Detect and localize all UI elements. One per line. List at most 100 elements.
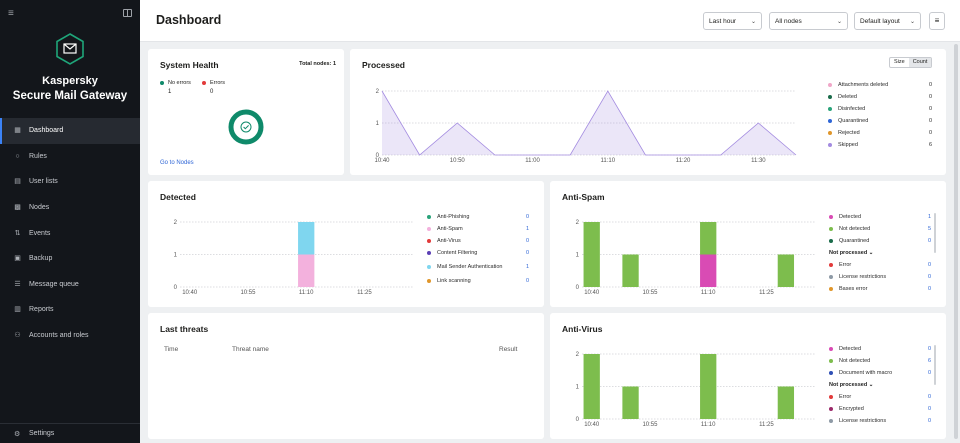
legend-label: Attachments deleted <box>838 82 889 88</box>
legend-value[interactable]: 0 <box>927 406 931 412</box>
legend-item[interactable]: Detected 1 <box>829 211 931 223</box>
legend-scrollbar[interactable] <box>934 345 936 385</box>
legend-item[interactable]: Bases error 0 <box>829 283 931 295</box>
errors-stat: Errors 0 <box>202 80 225 95</box>
legend-section-toggle[interactable]: Not processed ⌄ <box>829 379 931 391</box>
legend-item[interactable]: Not detected 6 <box>829 355 931 367</box>
sidebar-item-user-lists[interactable]: ▤ User lists <box>0 169 140 195</box>
legend-item[interactable]: Encrypted 0 <box>829 403 931 415</box>
hamburger-menu-button[interactable]: ≡ <box>929 12 945 30</box>
legend-value[interactable]: 0 <box>927 286 931 292</box>
legend-item[interactable]: Quarantined 0 <box>828 115 932 127</box>
legend-item[interactable]: Not detected 5 <box>829 223 931 235</box>
legend-item[interactable]: Skipped 6 <box>828 139 932 151</box>
legend-value[interactable]: 0 <box>928 82 932 88</box>
go-to-nodes-link[interactable]: Go to Nodes <box>160 160 194 166</box>
legend-item[interactable]: Quarantined 0 <box>829 235 931 247</box>
legend-label: Anti-Spam <box>437 226 463 232</box>
product-name-line1: Kaspersky <box>42 75 98 87</box>
rules-icon: ○ <box>15 152 20 160</box>
legend-value[interactable]: 6 <box>928 142 932 148</box>
x-tick-label: 10:50 <box>450 158 466 164</box>
legend-item[interactable]: Attachments deleted 0 <box>828 79 932 91</box>
legend-item[interactable]: Error 0 <box>829 259 931 271</box>
collapse-panel-icon[interactable] <box>123 9 132 17</box>
sidebar-item-reports[interactable]: ▥ Reports <box>0 297 140 323</box>
legend-value[interactable]: 0 <box>928 106 932 112</box>
toggle-size-button[interactable]: Size <box>894 59 905 65</box>
legend-item[interactable]: Anti-Spam 1 <box>427 223 529 235</box>
legend-value[interactable]: 0 <box>928 118 932 124</box>
sidebar-item-nodes[interactable]: ▩ Nodes <box>0 195 140 221</box>
legend-item[interactable]: Error 0 <box>829 391 931 403</box>
card-title: Last threats <box>160 324 209 334</box>
column-header-result[interactable]: Result <box>499 346 518 353</box>
scrollbar-thumb[interactable] <box>954 44 958 439</box>
legend-item[interactable]: Anti-Phishing 0 <box>427 211 529 223</box>
legend-value[interactable]: 1 <box>525 226 529 232</box>
legend-item[interactable]: Mail Sender Authentication 1 <box>427 259 529 275</box>
legend-value[interactable]: 0 <box>525 250 529 256</box>
nodes-select[interactable]: All nodes ⌄ <box>769 12 848 30</box>
legend-item[interactable]: Disinfected 0 <box>828 103 932 115</box>
y-tick-label: 0 <box>174 285 178 291</box>
legend-item[interactable]: License restrictions 0 <box>829 415 931 427</box>
legend-value[interactable]: 0 <box>927 346 931 352</box>
sidebar-item-backup[interactable]: ▣ Backup <box>0 246 140 272</box>
sidebar-item-accounts-and-roles[interactable]: ⚇ Accounts and roles <box>0 323 140 349</box>
errors-label: Errors <box>210 80 225 86</box>
anti-spam-legend: Detected 1 Not detected 5 Quarantined 0 Not pr… <box>829 211 931 303</box>
legend-value[interactable]: 0 <box>927 238 931 244</box>
sidebar-item-rules[interactable]: ○ Rules <box>0 144 140 170</box>
x-tick-label: 11:25 <box>759 422 774 428</box>
legend-item[interactable]: Document with macro 0 <box>829 367 931 379</box>
layout-select[interactable]: Default layout ⌄ <box>854 12 921 30</box>
bar-not-detected <box>777 254 795 287</box>
legend-value[interactable]: 0 <box>928 94 932 100</box>
sidebar-item-message-queue[interactable]: ☰ Message queue <box>0 272 140 298</box>
legend-value[interactable]: 0 <box>927 274 931 280</box>
chevron-down-icon: ⌄ <box>867 250 874 256</box>
bar-not-detected <box>700 354 717 419</box>
legend-item[interactable]: Detected 0 <box>829 343 931 355</box>
no-errors-value: 1 <box>168 89 172 95</box>
legend-value[interactable]: 1 <box>927 214 931 220</box>
legend-item[interactable]: Content Filtering 0 <box>427 247 529 259</box>
legend-item[interactable]: Link scanning 0 <box>427 275 529 287</box>
page-scrollbar[interactable] <box>954 44 958 439</box>
legend-dot <box>829 347 833 351</box>
legend-item[interactable]: Anti-Virus 0 <box>427 235 529 247</box>
health-status-ring-icon <box>228 109 264 145</box>
legend-value[interactable]: 0 <box>927 418 931 424</box>
menu-icon[interactable]: ≡ <box>8 8 14 19</box>
column-header-threat-name[interactable]: Threat name <box>232 346 269 353</box>
legend-value[interactable]: 1 <box>525 263 529 270</box>
legend-value[interactable]: 0 <box>927 394 931 400</box>
legend-item[interactable]: License restrictions 0 <box>829 271 931 283</box>
y-tick-label: 1 <box>576 253 580 259</box>
legend-label: License restrictions <box>839 274 887 280</box>
time-range-select[interactable]: Last hour ⌄ <box>703 12 762 30</box>
sidebar-item-dashboard[interactable]: ▦ Dashboard <box>0 118 140 144</box>
sidebar-item-label: Rules <box>29 152 47 160</box>
legend-value[interactable]: 5 <box>927 226 931 232</box>
sidebar-item-events[interactable]: ⇅ Events <box>0 220 140 246</box>
y-tick-label: 0 <box>376 153 380 159</box>
legend-scrollbar[interactable] <box>934 213 936 253</box>
legend-value[interactable]: 6 <box>927 358 931 364</box>
legend-item[interactable]: Rejected 0 <box>828 127 932 139</box>
sidebar-item-settings[interactable]: ⚙ Settings <box>0 423 140 443</box>
legend-value[interactable]: 0 <box>927 262 931 268</box>
chevron-down-icon: ⌄ <box>750 19 756 25</box>
legend-value[interactable]: 0 <box>927 370 931 376</box>
legend-value[interactable]: 0 <box>525 238 529 244</box>
legend-value[interactable]: 0 <box>928 130 932 136</box>
legend-value[interactable]: 0 <box>525 278 529 284</box>
x-tick-label: 10:55 <box>642 290 658 296</box>
column-header-time[interactable]: Time <box>164 346 179 353</box>
toggle-count-button[interactable]: Count <box>908 58 932 67</box>
legend-item[interactable]: Deleted 0 <box>828 91 932 103</box>
legend-value[interactable]: 0 <box>525 214 529 220</box>
status-dot-error <box>202 81 206 85</box>
legend-section-toggle[interactable]: Not processed ⌄ <box>829 247 931 259</box>
